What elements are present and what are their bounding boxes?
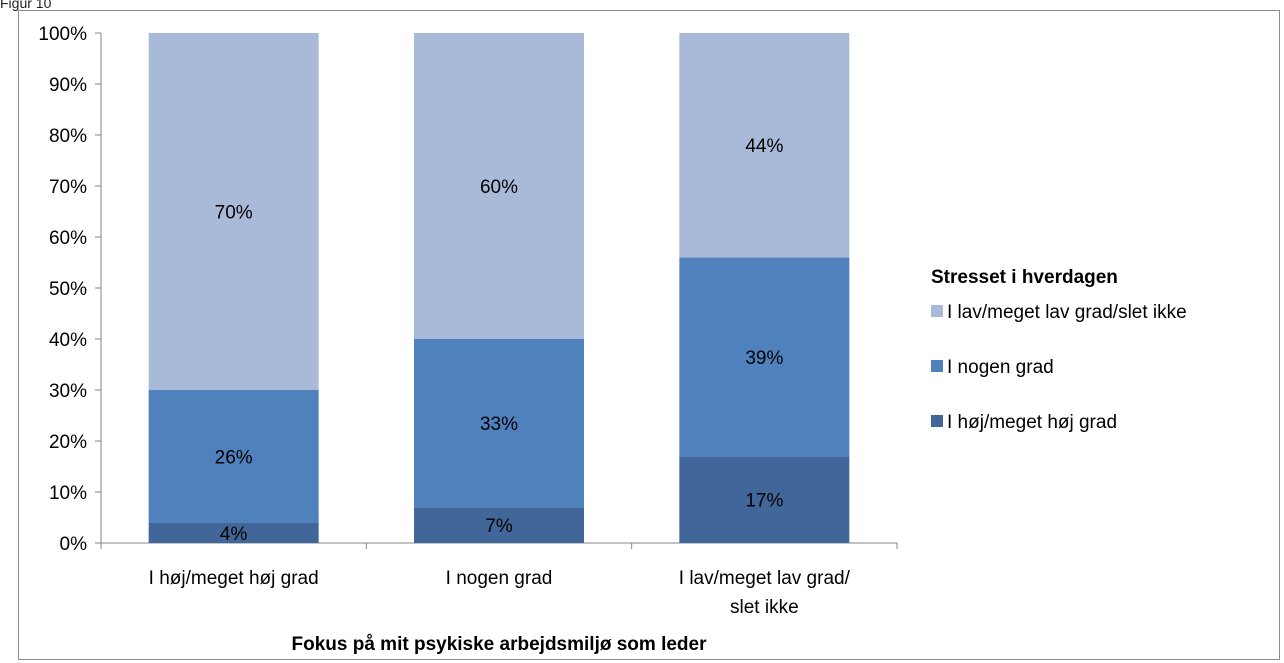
x-axis-title: Fokus på mit psykiske arbejdsmiljø som l… (292, 634, 708, 655)
legend-item-label: I høj/meget høj grad (947, 412, 1117, 433)
legend-swatch (931, 305, 943, 317)
data-label: 70% (215, 203, 253, 224)
y-tick-label: 30% (49, 381, 87, 402)
legend-swatch (931, 360, 943, 372)
data-label: 39% (745, 348, 783, 369)
data-label: 7% (485, 516, 513, 537)
data-label: 4% (220, 524, 248, 545)
bar-segment (414, 339, 584, 508)
bar-segment (414, 507, 584, 543)
x-tick-label: I høj/meget høj grad (149, 568, 319, 589)
legend-swatch (931, 415, 943, 427)
legend: Stresset i hverdagen I lav/meget lav grad… (931, 267, 1187, 433)
bar-segment (148, 390, 319, 523)
plot-area: 0% 10% 20% 30% 40% 50% 60% 70% 80% 90% 100% 4% 26% 70… (38, 24, 898, 655)
y-tick-label: 90% (49, 75, 87, 96)
data-label: 26% (215, 447, 253, 468)
bar-segment (414, 33, 584, 339)
x-tick-label: I nogen grad (446, 568, 553, 589)
y-tick-label: 70% (49, 177, 87, 198)
y-tick-label: 80% (49, 126, 87, 147)
legend-item-label: I nogen grad (947, 357, 1054, 378)
y-tick-label: 20% (49, 432, 87, 453)
x-tick-label: slet ikke (730, 597, 799, 618)
data-label: 60% (480, 177, 518, 198)
y-tick-label: 10% (49, 483, 87, 504)
y-tick-label: 100% (38, 24, 87, 45)
y-tick-label: 0% (60, 534, 88, 555)
chart-frame (18, 10, 1280, 660)
x-tick-label: I lav/meget lav grad/ (679, 568, 851, 589)
bar-segment (679, 257, 850, 457)
data-label: 44% (745, 136, 783, 157)
legend-title: Stresset i hverdagen (931, 267, 1118, 288)
data-label: 33% (480, 414, 518, 435)
y-tick-label: 60% (49, 228, 87, 249)
y-tick-label: 50% (49, 279, 87, 300)
bar-segment (679, 456, 850, 543)
figure-label: Figur 10 (0, 0, 52, 11)
y-tick-label: 40% (49, 330, 87, 351)
data-label: 17% (745, 491, 783, 512)
bar-segment (148, 522, 319, 543)
legend-item-label: I lav/meget lav grad/slet ikke (947, 302, 1187, 323)
bar-segment (679, 33, 850, 258)
bar-segment (148, 33, 319, 390)
